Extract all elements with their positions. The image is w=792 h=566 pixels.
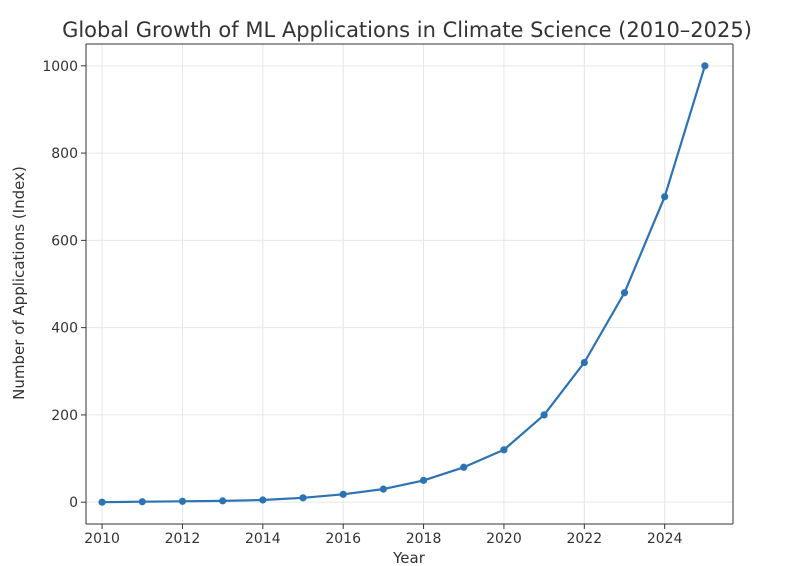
data-point [419, 476, 428, 484]
x-axis: 2010 2012 2014 2016 2018 2020 2022 2024 [84, 524, 683, 547]
y-tick-label: 1000 [42, 59, 78, 75]
x-tick-label: 2016 [325, 531, 361, 547]
grid [86, 44, 733, 524]
y-axis-label: Number of Applications (Index) [10, 166, 28, 400]
data-point [259, 496, 267, 504]
y-tick-label: 800 [51, 146, 78, 162]
data-point [580, 358, 588, 367]
y-tick-label: 0 [69, 495, 78, 511]
y-tick-label: 200 [51, 408, 78, 424]
data-point [219, 497, 227, 505]
x-tick-label: 2010 [84, 531, 120, 547]
plot-frame [85, 43, 734, 525]
data-point [299, 494, 307, 502]
x-tick-label: 2022 [566, 531, 602, 547]
data-point [138, 498, 146, 506]
y-tick-label: 400 [51, 321, 78, 337]
x-axis-label: Year [392, 549, 426, 566]
data-point [540, 411, 548, 419]
data-point [661, 193, 669, 201]
y-tick-label: 600 [51, 233, 78, 249]
data-point [701, 62, 709, 70]
x-tick-label: 2024 [647, 531, 683, 547]
x-tick-label: 2018 [406, 531, 442, 547]
y-axis: 0 200 400 600 800 1000 [42, 59, 86, 511]
series-line [102, 65, 706, 504]
data-point [620, 289, 629, 297]
data-point [178, 497, 187, 505]
x-tick-label: 2014 [245, 531, 281, 547]
data-point [379, 485, 387, 493]
chart-title: Global Growth of ML Applications in Clim… [62, 18, 752, 42]
data-point [460, 463, 468, 471]
x-tick-label: 2012 [165, 531, 201, 547]
data-point [98, 498, 106, 506]
data-point [500, 446, 508, 454]
x-tick-label: 2020 [486, 531, 522, 547]
series-layer [98, 62, 709, 506]
data-point [339, 490, 347, 498]
